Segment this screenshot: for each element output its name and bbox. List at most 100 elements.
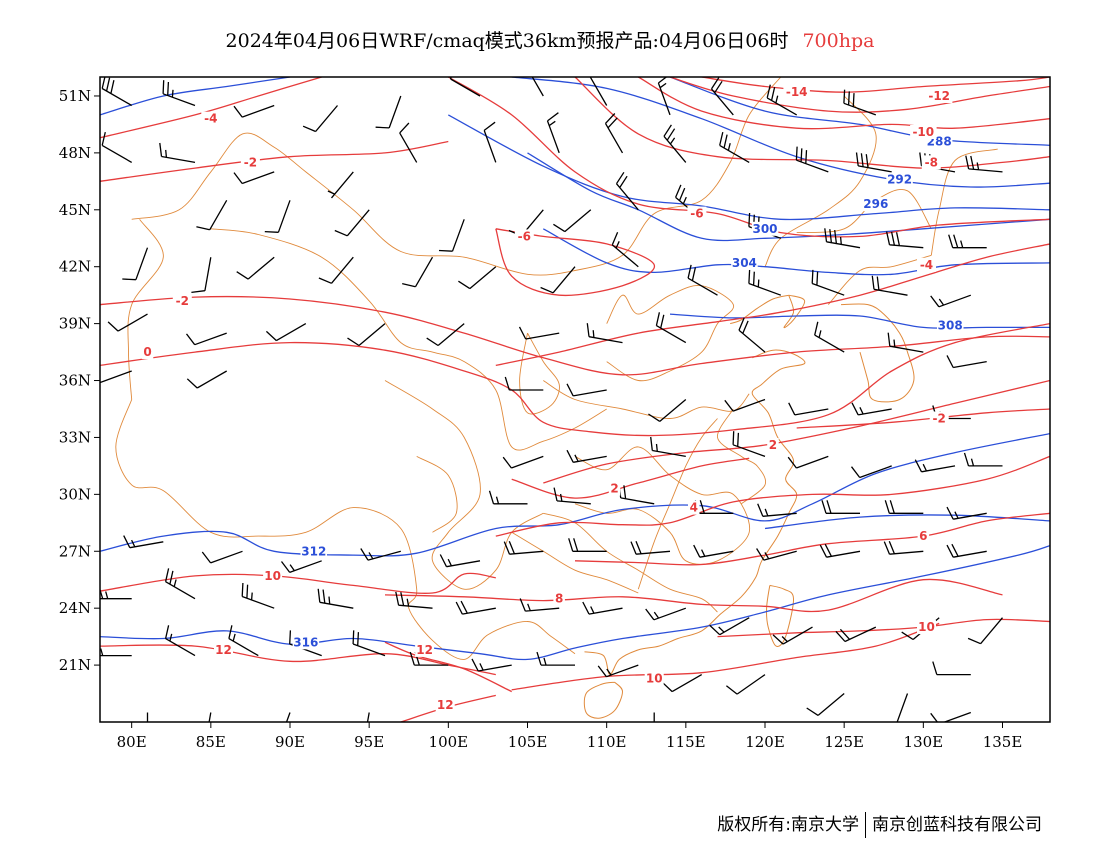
temperature-contour [100,644,496,676]
temperature-label-bg [415,642,435,657]
wind-barb [360,548,401,561]
wind-barb [648,399,687,422]
admin-boundary [717,408,767,505]
wind-barb [806,693,845,716]
wind-barb [280,560,322,574]
wind-barb [186,370,228,389]
height-label-bg [731,255,758,270]
admin-boundary [115,399,576,660]
temperature-label-bg [172,293,192,308]
temperature-label-bg [921,155,941,170]
wind-barb [657,77,671,116]
coastline [840,303,915,403]
wind-barb [426,323,465,347]
wind-barb [772,626,813,645]
wind-barb [586,323,623,344]
wind-barb [645,607,687,621]
wind-barb [402,256,434,288]
admin-boundary [930,148,998,256]
wind-barb [855,152,892,173]
wind-barb [483,121,497,163]
wind-barb [164,568,196,600]
temperature-label-bg [514,229,534,244]
wind-barb [814,321,845,353]
wind-barb [502,455,544,469]
wind-barb [553,487,591,505]
wind-barb [566,449,607,463]
temperature-label: 6 [919,529,927,543]
temperature-label: -14 [786,85,808,99]
map-title: 2024年04月06日WRF/cmaq模式36km预报产品:04月06日06时 7… [0,26,1100,53]
wind-barb [887,332,924,353]
wind-barb [946,506,987,520]
wind-barb [630,540,671,555]
wind-barb [821,500,860,514]
wind-barb [653,712,655,722]
lon-tick-label: 135E [983,733,1023,751]
wind-barb [663,124,687,163]
temperature-label-bg [644,671,664,686]
height-contour [669,77,1050,146]
temperature-label-bg [925,89,953,103]
wind-barb [930,711,972,722]
wind-barb [488,490,528,505]
admin-boundary [210,228,607,451]
wind-barb [546,112,560,154]
admin-boundary [574,446,751,565]
coastline [583,681,624,719]
wind-barb [101,77,133,107]
admin-boundary [637,418,718,590]
temperature-contour [511,457,750,499]
temperature-label: -4 [204,112,217,126]
temperature-label-bg [783,85,810,100]
wind-barb [748,269,782,296]
wind-barb [100,648,132,657]
wind-barb [503,540,544,555]
temperature-label: 10 [646,671,663,685]
wind-barb [597,664,639,678]
title-main: 2024年04月06日WRF/cmaq模式36km预报产品:04月06日06时 [225,30,789,52]
coastline [730,294,789,325]
temperature-label-bg [929,411,949,426]
height-contour [100,544,1050,661]
wind-barb [967,617,1003,645]
height-label-bg [937,318,964,333]
height-label-bg [886,172,913,187]
wind-barb [395,591,433,609]
height-label: 300 [752,222,777,236]
wind-barb [122,247,149,281]
coastline [584,349,806,676]
wind-barb [471,658,512,672]
temperature-contour [384,641,512,693]
temperature-label: -10 [912,125,934,139]
temperature-label: -2 [933,412,946,426]
coastline [783,294,806,329]
wind-barb [824,228,861,249]
height-label-bg [292,635,320,650]
wind-barb [811,269,845,296]
temperature-contour [100,140,449,182]
height-contour [527,152,1050,242]
lat-tick-label: 21N [59,656,91,674]
wind-barb [871,275,908,296]
lat-tick-label: 45N [59,201,91,219]
admin-boundary [606,285,735,382]
temperature-label-bg [917,529,930,544]
wind-barb [687,264,718,296]
temperature-contour [574,512,1050,566]
lon-tick-label: 130E [904,733,944,751]
temperature-label: -12 [928,89,950,103]
wind-barb [164,625,196,657]
wind-barb [896,693,909,722]
temperature-label-bg [141,345,154,360]
lat-tick-label: 51N [59,87,91,105]
wind-barb [375,95,402,129]
wind-barb [589,77,608,106]
admin-boundary [416,456,458,533]
temperature-label-bg [435,697,455,712]
wind-barb [100,587,132,600]
height-label-bg [751,221,779,236]
wind-barb [738,317,766,353]
wind-barb [327,171,354,199]
temperature-label: 12 [416,643,433,657]
